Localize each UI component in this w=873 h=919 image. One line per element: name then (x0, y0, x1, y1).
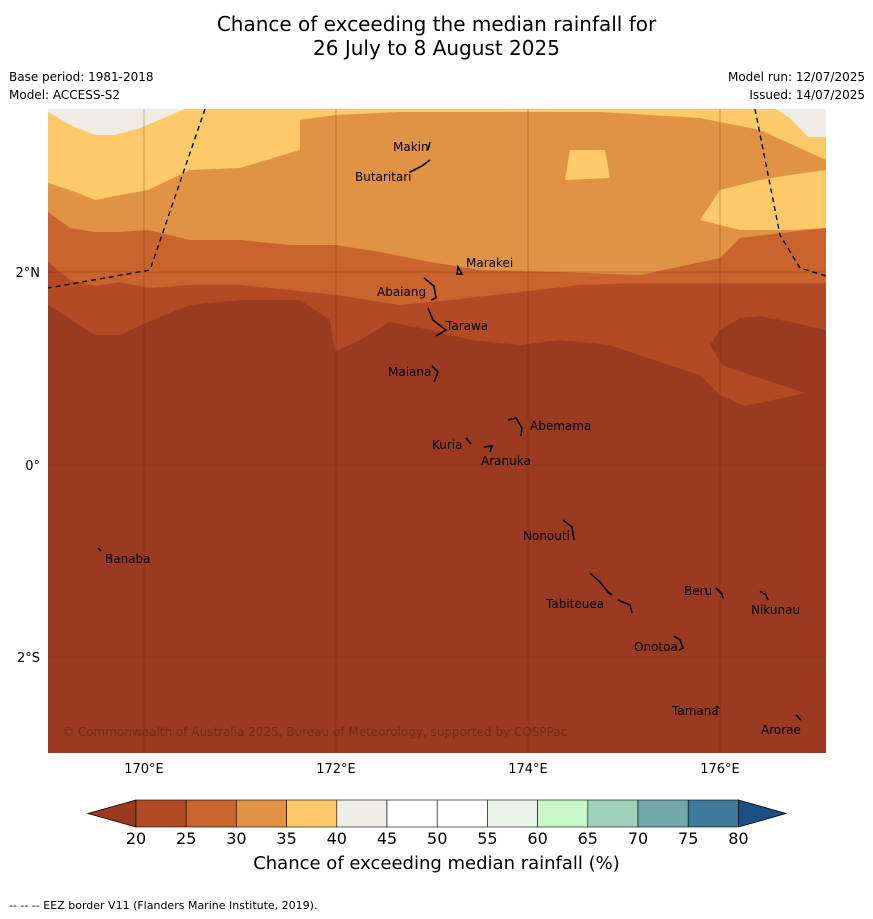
colorbar-swatch (236, 799, 287, 828)
place-label: Kuria (432, 438, 463, 452)
title-line-1: Chance of exceeding the median rainfall … (216, 12, 657, 36)
colorbar-swatch (336, 799, 388, 828)
colorbar-under-arrow (86, 799, 137, 828)
lon-tick-label: 170°E (124, 762, 164, 777)
colorbar-tick-label: 20 (126, 829, 146, 848)
island-tamana (715, 705, 721, 710)
band-35-40 (48, 109, 826, 200)
place-label: Aranuka (481, 454, 531, 468)
rainfall-contours: Makin Butaritari Marakei Abaiang Tarawa Maian… (48, 109, 826, 753)
place-label: Nonouti (523, 529, 570, 543)
island-butaritari (409, 159, 431, 173)
colorbar-label: Chance of exceeding median rainfall (%) (253, 853, 620, 874)
colorbar-tick-label: 45 (377, 829, 397, 848)
place-label: Banaba (105, 552, 151, 566)
place-label: Tabiteuea (545, 597, 604, 611)
lon-tick-label: 176°E (700, 762, 740, 777)
island-nonouti (562, 519, 575, 541)
band-35-40-pocket (565, 150, 610, 180)
base-period: Base period: 1981-2018 (9, 70, 154, 84)
place-label: Makin (393, 140, 429, 154)
eez-border-east (754, 109, 826, 277)
place-label: Tarawa (445, 319, 488, 333)
lat-tick-label: 0° (25, 459, 40, 474)
issued-date: Issued: 14/07/2025 (749, 88, 865, 102)
title-line-2: 26 July to 8 August 2025 (313, 36, 560, 60)
colorbar-swatch (587, 799, 639, 828)
place-labels: Makin Butaritari Marakei Abaiang Tarawa Maian… (105, 140, 801, 737)
colorbar-swatch (487, 799, 538, 828)
band-40-45 (48, 109, 185, 135)
colorbar-tick-label: 40 (327, 829, 347, 848)
eez-legend-note: -- -- -- EEZ border V11 (Flanders Marine… (9, 899, 318, 912)
colorbar-tick-label: 35 (276, 829, 296, 848)
meta-left: Base period: 1981-2018 Model: ACCESS-S2 (9, 68, 154, 104)
band-35-40-east (700, 170, 826, 230)
place-label: Nikunau (751, 603, 800, 617)
island-makin (427, 141, 431, 151)
place-label: Tamana (671, 704, 719, 718)
island-maiana (431, 365, 439, 383)
place-label: Onotoa (634, 640, 678, 654)
island-abemama (507, 417, 523, 437)
model-name: Model: ACCESS-S2 (9, 88, 121, 102)
colorbar-swatch (537, 799, 589, 828)
island-aranuka (483, 445, 494, 453)
colorbar-swatch (135, 799, 187, 828)
lon-tick-label: 174°E (508, 762, 548, 777)
lon-tick-label: 172°E (316, 762, 356, 777)
island-kuria (465, 437, 472, 445)
island-onotoa (673, 635, 685, 651)
colorbar-swatch (637, 799, 689, 828)
island-banaba (97, 547, 102, 552)
colorbar-tick-label: 25 (176, 829, 196, 848)
meta-right: Model run: 12/07/2025 Issued: 14/07/2025 (728, 68, 865, 104)
colorbar-tick-label: 50 (427, 829, 447, 848)
island-beru (715, 587, 724, 599)
colorbar-swatch (687, 799, 739, 828)
island-marakei (456, 264, 464, 275)
island-arorae (795, 714, 802, 721)
colorbar-swatch (286, 799, 338, 828)
map-title: Chance of exceeding the median rainfall … (0, 12, 873, 60)
colorbar-tick-label: 55 (477, 829, 497, 848)
colorbar-swatch (386, 799, 438, 828)
colorbar-swatch (436, 799, 488, 828)
model-run: Model run: 12/07/2025 (727, 70, 865, 84)
colorbar-tick-label: 60 (527, 829, 547, 848)
axis-labels: 170°E 172°E 174°E 176°E 2°N 0° 2°S (16, 266, 740, 777)
place-label: Butaritari (355, 170, 412, 184)
place-label: Abemama (530, 419, 591, 433)
eez-border-west (48, 109, 206, 289)
place-label: Marakei (466, 256, 513, 270)
colorbar-tick-label: 75 (678, 829, 698, 848)
island-tabiteuea (589, 572, 633, 614)
copyright-notice: © Commonwealth of Australia 2025, Bureau… (62, 725, 567, 739)
place-label: Maiana (388, 365, 431, 379)
colorbar-over-arrow (738, 799, 788, 828)
place-label: Arorae (761, 723, 801, 737)
island-tarawa (427, 307, 448, 337)
colorbar-tick-label: 65 (578, 829, 598, 848)
colorbar-swatch (185, 799, 237, 828)
lat-tick-label: 2°N (16, 266, 41, 281)
band-40-45-east (776, 109, 826, 137)
island-nikunau (759, 590, 769, 601)
place-label: Abaiang (377, 285, 426, 299)
island-outlines (97, 141, 802, 721)
island-abaiang (423, 277, 437, 301)
graticule (48, 109, 826, 753)
lat-tick-label: 2°S (17, 651, 40, 666)
colorbar-tick-label: 80 (728, 829, 748, 848)
colorbar-tick-label: 70 (628, 829, 648, 848)
colorbar: 20 25 30 35 40 45 50 55 60 65 70 75 80 (86, 799, 788, 848)
place-label: Beru (684, 584, 712, 598)
colorbar-tick-label: 30 (226, 829, 246, 848)
